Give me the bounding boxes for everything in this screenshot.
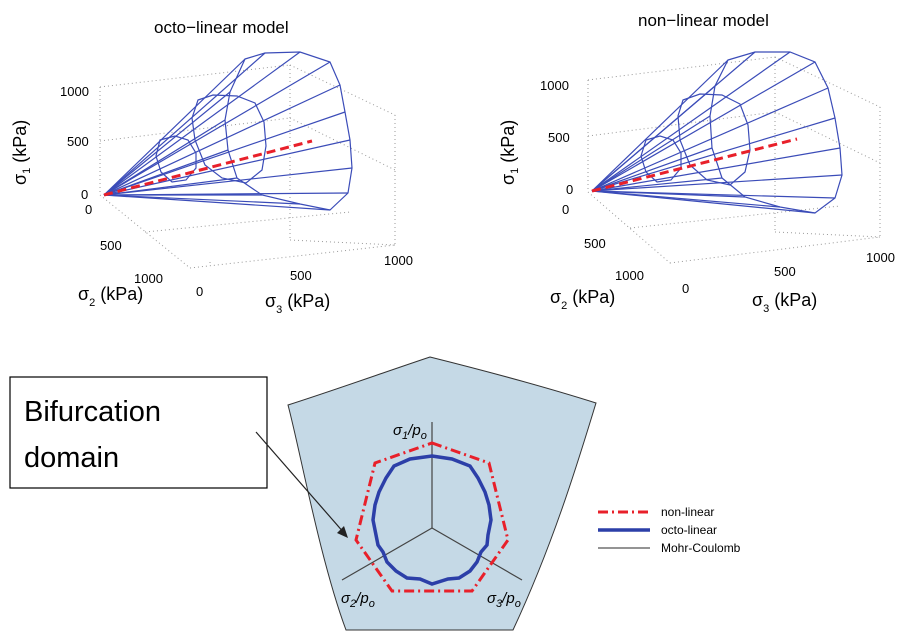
left-xlabel: σ2 (kPa) <box>78 284 143 309</box>
legend-item-octo-linear: octo-linear <box>598 523 717 537</box>
right-ztick-1000: 1000 <box>866 250 895 265</box>
left-plot-box <box>99 64 396 269</box>
right-x-ticks: 0 500 1000 <box>562 202 644 283</box>
left-ztick-500: 500 <box>290 268 312 283</box>
non-linear-criterion-curve <box>354 441 510 593</box>
octo-linear-criterion-curve <box>371 454 493 586</box>
left-mesh <box>103 51 353 211</box>
callout-arrowhead-icon <box>337 526 348 538</box>
left-ylabel: σ1 (kPa) <box>10 120 33 185</box>
callout-line2: domain <box>24 442 119 474</box>
legend-item-mohr-coulomb: Mohr-Coulomb <box>598 541 741 555</box>
callout-arrow-line <box>255 431 346 535</box>
axis-label-sigma2: σ2/po <box>341 590 375 610</box>
right-plot-box <box>587 56 881 264</box>
right-ztick-0: 0 <box>682 281 689 296</box>
right-xtick-1000: 1000 <box>615 268 644 283</box>
callout-box <box>9 376 268 489</box>
left-x-ticks: 0 500 1000 <box>85 202 163 286</box>
axis-label-sigma3: σ3/po <box>487 590 521 610</box>
right-ytick-500: 500 <box>548 130 570 145</box>
right-z-ticks: 0 500 1000 <box>682 250 895 296</box>
deviatoric-plane-diagram: σ1/po σ2/po σ3/po <box>287 356 597 631</box>
right-hydrostatic-axis <box>591 137 798 193</box>
right-ytick-1000: 1000 <box>540 78 569 93</box>
legend-item-non-linear: non-linear <box>598 505 714 519</box>
right-mesh <box>591 51 843 214</box>
left-y-ticks: 1000 500 0 <box>60 84 89 202</box>
legend-label-mohr-coulomb: Mohr-Coulomb <box>661 541 741 555</box>
left-ztick-1000: 1000 <box>384 253 413 268</box>
mohr-coulomb-axes <box>341 422 523 581</box>
right-y-ticks: 1000 500 0 <box>540 78 573 197</box>
left-z-ticks: 0 500 1000 <box>196 253 413 299</box>
right-xtick-0: 0 <box>562 202 569 217</box>
bifurcation-callout: Bifurcation domain <box>9 376 348 538</box>
left-3d-plot: octo−linear model <box>10 18 413 316</box>
left-ytick-1000: 1000 <box>60 84 89 99</box>
left-zlabel: σ3 (kPa) <box>265 291 330 316</box>
right-3d-plot: non−linear model <box>498 11 895 315</box>
left-xtick-0: 0 <box>85 202 92 217</box>
axis-label-sigma1: σ1/po <box>393 422 427 442</box>
left-ztick-0: 0 <box>196 284 203 299</box>
callout-line1: Bifurcation <box>24 396 161 428</box>
bifurcation-domain-region <box>287 356 597 631</box>
right-ytick-0: 0 <box>566 182 573 197</box>
legend-label-octo-linear: octo-linear <box>661 523 717 537</box>
right-ztick-500: 500 <box>774 264 796 279</box>
legend-label-non-linear: non-linear <box>661 505 714 519</box>
left-ytick-0: 0 <box>81 187 88 202</box>
right-xlabel: σ2 (kPa) <box>550 287 615 312</box>
left-plot-title: octo−linear model <box>154 18 289 37</box>
right-plot-title: non−linear model <box>638 11 769 30</box>
left-xtick-1000: 1000 <box>134 271 163 286</box>
legend: non-linear octo-linear Mohr-Coulomb <box>598 505 741 555</box>
left-hydrostatic-axis <box>103 139 313 197</box>
right-ylabel: σ1 (kPa) <box>498 120 521 185</box>
right-zlabel: σ3 (kPa) <box>752 290 817 315</box>
left-xtick-500: 500 <box>100 238 122 253</box>
left-ytick-500: 500 <box>67 134 89 149</box>
right-xtick-500: 500 <box>584 236 606 251</box>
